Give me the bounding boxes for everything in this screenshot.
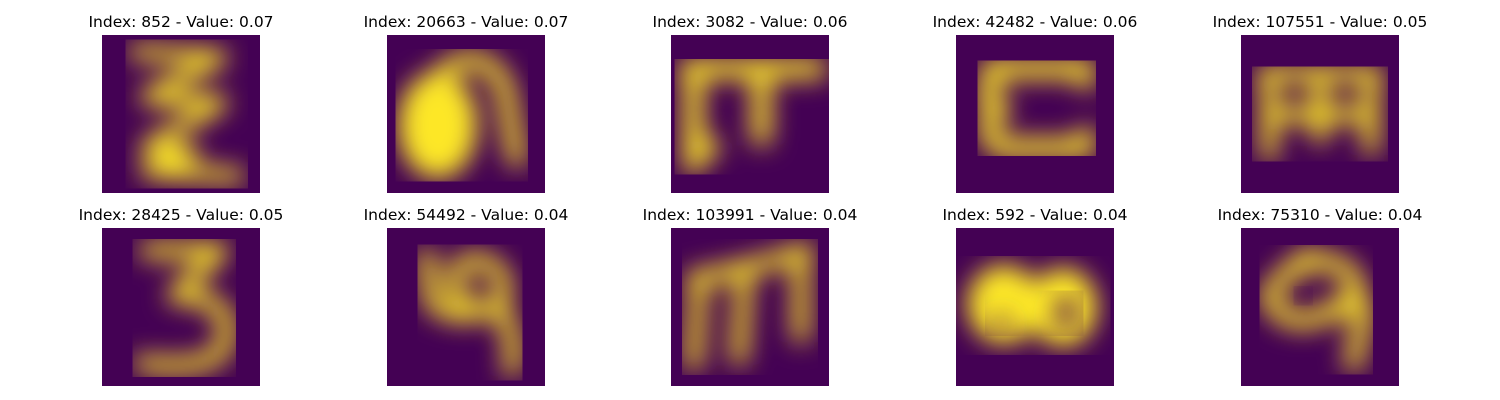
panel-title: Index: 3082 - Value: 0.06 [652, 13, 848, 31]
panel-2: Index: 20663 - Value: 0.07 [364, 13, 568, 193]
panel-6: Index: 28425 - Value: 0.05 [79, 206, 283, 386]
c-bracket-glyph [956, 35, 1114, 193]
panel-7: Index: 54492 - Value: 0.04 [364, 206, 568, 386]
panel-1: Index: 852 - Value: 0.07 [88, 13, 274, 193]
panel-title: Index: 20663 - Value: 0.07 [363, 13, 569, 31]
panel-3: Index: 3082 - Value: 0.06 [653, 13, 847, 193]
loop-tail-glyph [387, 228, 545, 386]
panel-4: Index: 42482 - Value: 0.06 [933, 13, 1137, 193]
loop-n-glyph [387, 35, 545, 193]
panel-title: Index: 75310 - Value: 0.04 [1217, 206, 1423, 224]
panel-10: Index: 75310 - Value: 0.04 [1218, 206, 1422, 386]
panel-8: Index: 103991 - Value: 0.04 [643, 206, 857, 386]
panel-title: Index: 592 - Value: 0.04 [942, 206, 1128, 224]
m-legs-glyph [671, 228, 829, 386]
panel-9: Index: 592 - Value: 0.04 [942, 206, 1128, 386]
double-o-glyph [956, 228, 1114, 386]
panel-title: Index: 852 - Value: 0.07 [88, 13, 274, 31]
pi-t-glyph [671, 35, 829, 193]
panel-title: Index: 103991 - Value: 0.04 [642, 206, 858, 224]
panel-title: Index: 107551 - Value: 0.05 [1212, 13, 1428, 31]
zigzag-z-glyph [102, 35, 260, 193]
panel-title: Index: 54492 - Value: 0.04 [363, 206, 569, 224]
panel-5: Index: 107551 - Value: 0.05 [1213, 13, 1427, 193]
three-glyph [102, 228, 260, 386]
m-bar-glyph [1241, 35, 1399, 193]
curl-glyph [1241, 228, 1399, 386]
panel-title: Index: 28425 - Value: 0.05 [78, 206, 284, 224]
panel-title: Index: 42482 - Value: 0.06 [932, 13, 1138, 31]
